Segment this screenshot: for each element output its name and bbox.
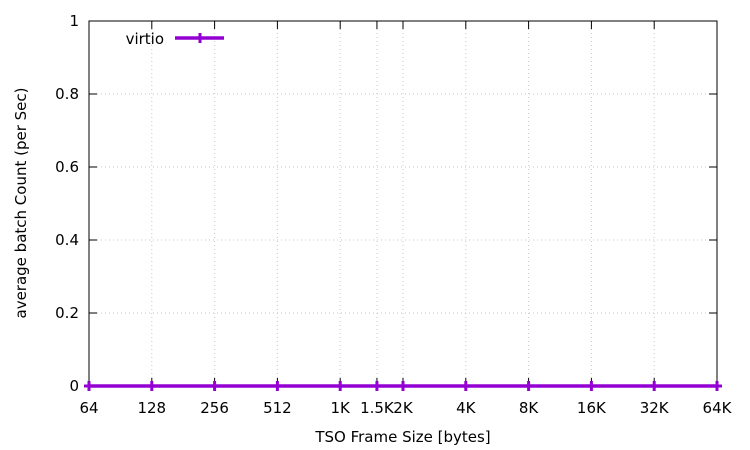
data-point (649, 381, 660, 391)
x-tick-label: 512 (263, 399, 292, 417)
y-tick-label: 0 (69, 377, 79, 395)
x-tick-label: 16K (577, 399, 607, 417)
y-tick-label: 0.4 (55, 231, 79, 249)
x-tick-label: 64K (703, 399, 733, 417)
data-point (460, 381, 471, 391)
y-tick-label: 0.8 (55, 85, 79, 103)
x-tick-label: 128 (137, 399, 166, 417)
data-point (586, 381, 597, 391)
data-point (371, 381, 382, 391)
data-point (398, 381, 408, 391)
x-tick-label: 2K (393, 399, 414, 417)
legend-label: virtio (126, 30, 164, 48)
data-point (84, 381, 94, 391)
y-axis-title: average batch Count (per Sec) (12, 88, 30, 319)
y-tick-label: 1 (69, 12, 79, 30)
x-tick-label: 8K (519, 399, 540, 417)
data-point (209, 381, 220, 391)
x-tick-label: 64 (79, 399, 98, 417)
series-layer (84, 381, 722, 391)
x-tick-label: 256 (200, 399, 229, 417)
data-point (272, 381, 283, 391)
x-tick-label: 1K (331, 399, 352, 417)
data-point (335, 381, 346, 391)
data-point (712, 381, 722, 391)
x-axis-title: TSO Frame Size [bytes] (314, 428, 490, 446)
x-tick-label: 4K (456, 399, 477, 417)
y-tick-label: 0.6 (55, 158, 79, 176)
data-point (146, 381, 157, 391)
x-tick-label: 1.5K (360, 399, 395, 417)
legend: virtio (126, 30, 224, 48)
data-point (523, 381, 534, 391)
y-axis: 0 0.2 0.4 0.6 0.8 1 (55, 12, 717, 395)
plot-frame (88, 20, 718, 387)
x-axis: 64 128 256 512 1K 1.5K 2K 4K 8K 16K 32K 64K (79, 21, 733, 417)
legend-sample (175, 33, 224, 43)
x-tick-label: 32K (640, 399, 670, 417)
y-tick-label: 0.2 (55, 304, 79, 322)
grid (89, 21, 717, 386)
